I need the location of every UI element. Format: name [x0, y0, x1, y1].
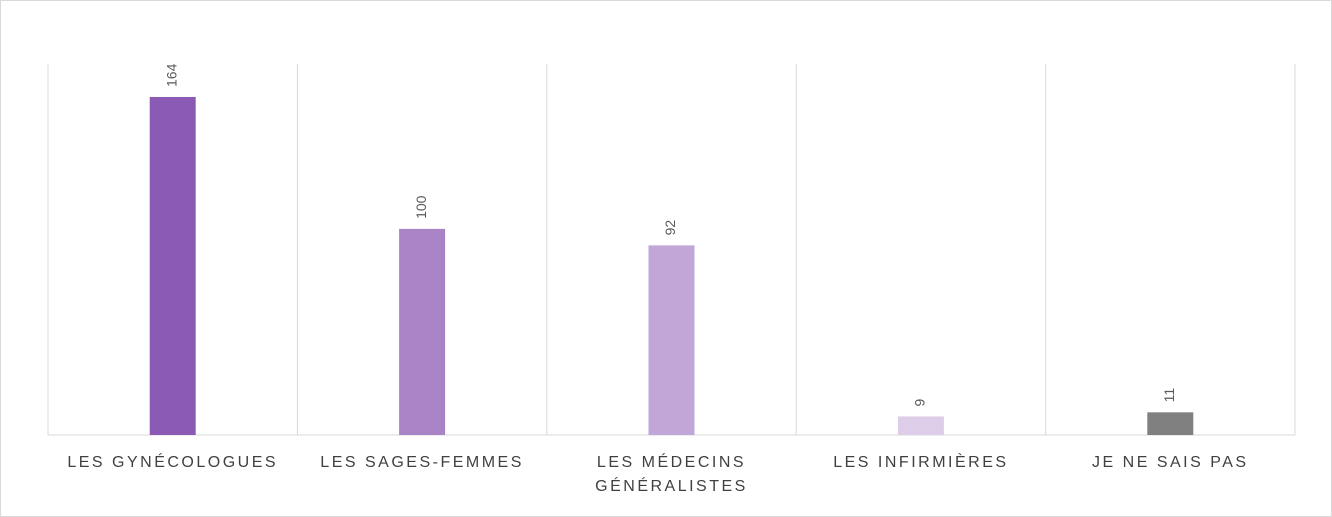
- bar: [897, 416, 944, 435]
- x-tick-label: LES GYNÉCOLOGUES: [67, 454, 279, 471]
- bar: [648, 245, 695, 435]
- x-tick-label: LES SAGES-FEMMES: [320, 454, 524, 471]
- bar: [1147, 412, 1194, 435]
- data-label: 100: [413, 195, 429, 219]
- x-tick-label: LES MÉDECINS GÉNÉRALISTES: [595, 454, 748, 495]
- x-tick-label: LES INFIRMIÈRES: [833, 454, 1009, 471]
- data-label: 11: [1161, 388, 1177, 403]
- data-label: 164: [163, 63, 179, 87]
- data-label: 92: [662, 220, 678, 236]
- x-tick-label: JE NE SAIS PAS: [1092, 454, 1249, 471]
- bar: [399, 228, 446, 435]
- bar: [149, 96, 196, 435]
- data-label: 9: [912, 398, 928, 406]
